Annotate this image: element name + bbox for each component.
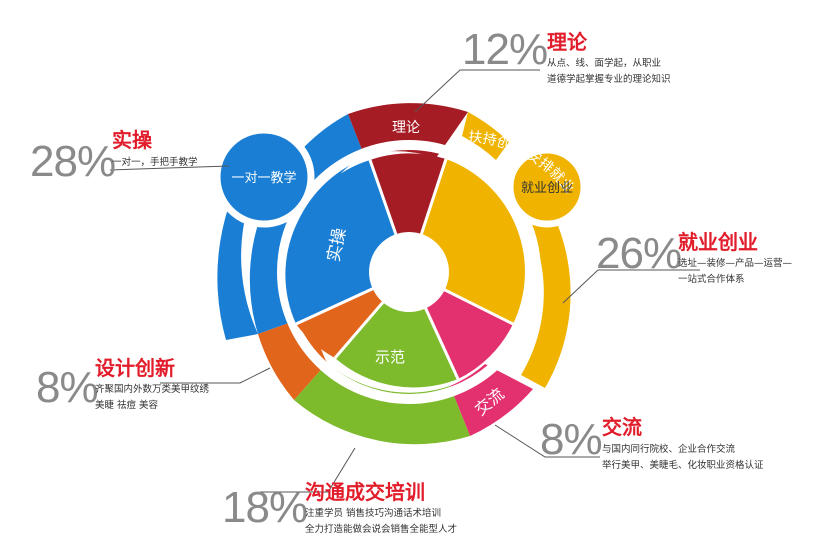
sales-percent: 18% (222, 483, 308, 532)
leader-design (160, 367, 271, 384)
center-hole (369, 232, 449, 312)
leader-employment (562, 269, 700, 304)
design-title: 设计创新 (95, 356, 175, 380)
outer-blue-wing (217, 150, 262, 340)
employment-percent: 26% (596, 229, 682, 278)
leader-sales (260, 447, 356, 493)
exchange-percent: 8% (540, 415, 603, 464)
practice-title: 实操 (112, 128, 152, 152)
theory-percent: 12% (462, 25, 548, 74)
sales-title: 沟通成交培训 (305, 480, 425, 504)
theory-title: 理论 (547, 30, 587, 54)
leader-exchange (494, 424, 600, 458)
sales-description-line1: 注重学员 销售技巧沟通话术培训 (305, 508, 442, 519)
sales-description-line2: 全力打造能做会说会销售全能型人才 (305, 524, 458, 535)
design-description-line2: 美睫 祛痘 美容 (95, 400, 159, 411)
leader-theory (414, 69, 540, 113)
leader-lines (109, 69, 700, 493)
bubble-one-on-one-label: 一对一教学 (231, 170, 296, 186)
employment-description-line1: 选址—装修—产品—运营— (678, 258, 793, 269)
employment-description-line2: 一站式合作体系 (678, 274, 745, 285)
exchange-description-line1: 与国内同行院校、企业合作交流 (602, 444, 736, 455)
practice-description-line1: 一对一，手把手教学 (112, 157, 198, 168)
bubble-employment-label: 就业创业 (521, 181, 573, 196)
design-description-line1: 齐聚国内外数万类美甲纹绣 (95, 384, 210, 395)
theory-description-line1: 从点、线、面学起，从职业 (547, 58, 662, 69)
pie-label-demo: 示范 (375, 348, 405, 366)
outer-ring-yellow-segment (509, 178, 571, 388)
white-separator-ring (277, 140, 541, 404)
pie-red-theory (370, 153, 446, 272)
theory-description-line2: 道德学起掌握专业的理论知识 (547, 74, 671, 85)
employment-title: 就业创业 (678, 230, 758, 254)
leader-practice (109, 165, 230, 171)
practice-percent: 28% (30, 137, 116, 186)
bubble-employment-circle (506, 146, 588, 228)
bubble-one-on-one-circle (213, 126, 315, 228)
exchange-description-line2: 举行美甲、美睫毛、化妆职业资格认证 (602, 460, 764, 471)
pie-green-demo (335, 272, 458, 388)
outer-ring-green-segment (294, 363, 470, 445)
exchange-title: 交流 (602, 415, 642, 439)
design-percent: 8% (36, 363, 99, 412)
pie-label-theory: 理论 (392, 120, 420, 136)
outer-ring-yellow-arc (462, 112, 509, 160)
